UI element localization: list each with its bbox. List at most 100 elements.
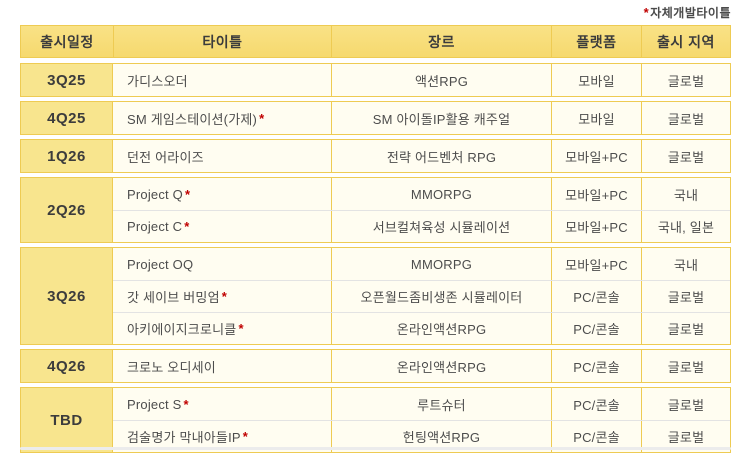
platform-cell: 모바일+PC	[551, 178, 641, 210]
table-row: 던전 어라이즈 전략 어드벤처 RPG 모바일+PC 글로벌	[113, 140, 730, 172]
genre-cell: 헌팅액션RPG	[331, 421, 551, 452]
table-row: 크로노 오디세이 온라인액션RPG PC/콘솔 글로벌	[113, 350, 730, 382]
quarter-group: 3Q26 Project OQ MMORPG 모바일+PC 국내 갓 세이브 버…	[20, 247, 731, 345]
genre-cell: MMORPG	[331, 178, 551, 210]
table-bottom-shadow	[20, 447, 731, 450]
self-developed-asterisk: *	[184, 219, 190, 234]
title-text: 검술명가 막내아들IP	[127, 430, 241, 445]
platform-cell: 모바일	[551, 64, 641, 96]
group-rows: 크로노 오디세이 온라인액션RPG PC/콘솔 글로벌	[113, 350, 730, 382]
region-cell: 글로벌	[641, 102, 730, 134]
quarter-cell: 4Q26	[21, 350, 113, 382]
group-rows: Project Q * MMORPG 모바일+PC 국내 Project C * 서…	[113, 178, 730, 242]
region-cell: 글로벌	[641, 350, 730, 382]
self-developed-asterisk: *	[183, 396, 189, 412]
quarter-group: 2Q26 Project Q * MMORPG 모바일+PC 국내 Project…	[20, 177, 731, 243]
genre-cell: 루트슈터	[331, 388, 551, 420]
region-cell: 국내, 일본	[641, 211, 730, 242]
region-cell: 글로벌	[641, 281, 730, 312]
region-cell: 글로벌	[641, 64, 730, 96]
title-cell: Project OQ	[113, 248, 331, 280]
platform-cell: 모바일+PC	[551, 211, 641, 242]
platform-cell: 모바일+PC	[551, 140, 641, 172]
header-cell-genre: 장르	[331, 26, 551, 57]
title-cell: 아키에이지크로니클 *	[113, 313, 331, 344]
group-rows: Project S * 루트슈터 PC/콘솔 글로벌 검술명가 막내아들IP * 헌…	[113, 388, 730, 452]
title-text: Project Q	[127, 186, 183, 202]
title-cell: 검술명가 막내아들IP *	[113, 421, 331, 452]
title-text: 크로노 오디세이	[127, 359, 216, 375]
region-cell: 국내	[641, 248, 730, 280]
title-cell: 가디스오더	[113, 64, 331, 96]
release-note: *자체개발타이틀	[642, 4, 731, 21]
title-text: 던전 어라이즈	[127, 149, 204, 165]
genre-cell: 액션RPG	[331, 64, 551, 96]
header-cell-platform: 플랫폼	[551, 26, 641, 57]
genre-cell: MMORPG	[331, 248, 551, 280]
table-row: 가디스오더 액션RPG 모바일 글로벌	[113, 64, 730, 96]
self-developed-asterisk: *	[238, 321, 244, 336]
platform-cell: 모바일+PC	[551, 248, 641, 280]
self-developed-asterisk: *	[259, 110, 265, 126]
group-rows: 던전 어라이즈 전략 어드벤처 RPG 모바일+PC 글로벌	[113, 140, 730, 172]
quarter-group: 1Q26 던전 어라이즈 전략 어드벤처 RPG 모바일+PC 글로벌	[20, 139, 731, 173]
region-cell: 글로벌	[641, 421, 730, 452]
quarter-cell: 2Q26	[21, 178, 113, 242]
title-text: Project S	[127, 396, 182, 412]
quarter-cell: 1Q26	[21, 140, 113, 172]
group-rows: SM 게임스테이션(가제) * SM 아이돌IP활용 캐주얼 모바일 글로벌	[113, 102, 730, 134]
genre-cell: 전략 어드벤처 RPG	[331, 140, 551, 172]
title-text: 갓 세이브 버밍엄	[127, 290, 220, 305]
self-developed-asterisk: *	[242, 429, 249, 444]
platform-cell: PC/콘솔	[551, 388, 641, 420]
self-developed-asterisk: *	[643, 5, 650, 20]
genre-cell: 온라인액션RPG	[331, 350, 551, 382]
header-cell-schedule: 출시일정	[40, 33, 94, 50]
title-cell: 갓 세이브 버밍엄 *	[113, 281, 331, 312]
quarter-cell: 3Q26	[21, 248, 113, 344]
genre-cell: 서브컬쳐육성 시뮬레이션	[331, 211, 551, 242]
quarter-cell: TBD	[21, 388, 113, 452]
platform-cell: PC/콘솔	[551, 313, 641, 344]
quarter-group: 4Q26 크로노 오디세이 온라인액션RPG PC/콘솔 글로벌	[20, 349, 731, 383]
title-cell: Project C *	[113, 211, 331, 242]
header-cell-title: 타이틀	[113, 26, 331, 57]
table-row: Project S * 루트슈터 PC/콘솔 글로벌	[113, 388, 730, 420]
region-cell: 글로벌	[641, 140, 730, 172]
title-cell: 던전 어라이즈	[113, 140, 331, 172]
table-row: 아키에이지크로니클 * 온라인액션RPG PC/콘솔 글로벌	[113, 312, 730, 344]
header-cell-region: 출시 지역	[641, 26, 730, 57]
genre-cell: 온라인액션RPG	[331, 313, 551, 344]
title-text: 아키에이지크로니클	[127, 322, 237, 337]
title-text: Project C	[127, 219, 183, 234]
quarter-cell: 3Q25	[21, 64, 113, 96]
table-body: 3Q25 가디스오더 액션RPG 모바일 글로벌 4Q25 SM 게임스테이션(…	[20, 63, 731, 453]
title-cell: SM 게임스테이션(가제) *	[113, 102, 331, 134]
platform-cell: PC/콘솔	[551, 421, 641, 452]
table-row: 검술명가 막내아들IP * 헌팅액션RPG PC/콘솔 글로벌	[113, 420, 730, 452]
title-text: SM 게임스테이션(가제)	[127, 111, 258, 127]
table-row: Project OQ MMORPG 모바일+PC 국내	[113, 248, 730, 280]
genre-cell: 오픈월드좀비생존 시뮬레이터	[331, 281, 551, 312]
table-row: 갓 세이브 버밍엄 * 오픈월드좀비생존 시뮬레이터 PC/콘솔 글로벌	[113, 280, 730, 312]
region-cell: 국내	[641, 178, 730, 210]
title-text: 가디스오더	[127, 73, 188, 89]
group-rows: 가디스오더 액션RPG 모바일 글로벌	[113, 64, 730, 96]
table-row: Project Q * MMORPG 모바일+PC 국내	[113, 178, 730, 210]
genre-cell: SM 아이돌IP활용 캐주얼	[331, 102, 551, 134]
title-text: Project OQ	[127, 256, 194, 272]
table-row: Project C * 서브컬쳐육성 시뮬레이션 모바일+PC 국내, 일본	[113, 210, 730, 242]
title-cell: 크로노 오디세이	[113, 350, 331, 382]
self-developed-asterisk: *	[184, 186, 191, 202]
region-cell: 글로벌	[641, 388, 730, 420]
release-schedule-table: 출시일정 타이틀 장르 플랫폼 출시 지역 3Q25 가디스오더 액션RPG 모…	[20, 25, 731, 457]
release-note-label: 자체개발타이틀	[650, 6, 731, 20]
table-row: SM 게임스테이션(가제) * SM 아이돌IP활용 캐주얼 모바일 글로벌	[113, 102, 730, 134]
quarter-cell: 4Q25	[21, 102, 113, 134]
platform-cell: PC/콘솔	[551, 350, 641, 382]
quarter-group: TBD Project S * 루트슈터 PC/콘솔 글로벌 검술명가 막내아들I…	[20, 387, 731, 453]
platform-cell: 모바일	[551, 102, 641, 134]
quarter-group: 3Q25 가디스오더 액션RPG 모바일 글로벌	[20, 63, 731, 97]
self-developed-asterisk: *	[221, 289, 228, 304]
